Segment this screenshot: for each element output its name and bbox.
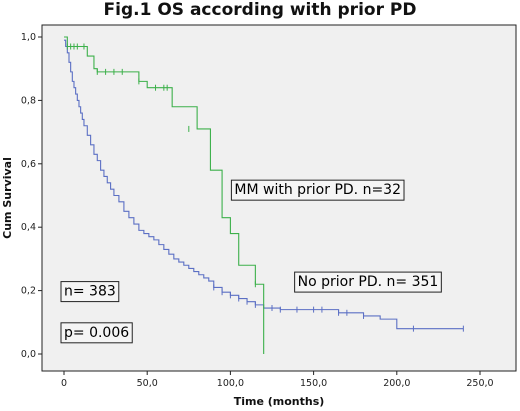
annotation-box: n= 383 [60,281,120,303]
annotation-frame [60,322,133,344]
annotation-box: MM with prior PD. n=32 [230,179,405,201]
x-axis-label: Time (months) [234,395,325,408]
annotation-frame [60,281,120,303]
annotation-box: p= 0.006 [60,322,133,344]
annotation-text: n= 383 [64,284,116,300]
chart-title: Fig.1 OS according with prior PD [103,0,417,20]
annotation-layer: MM with prior PD. n=32 No prior PD. n= 35… [60,179,442,344]
series-layer [64,36,464,354]
annotation-frame [294,271,442,293]
y-axis-label: Cum Survival [1,157,14,239]
x-tick-label: 100,0 [217,378,244,389]
annotation-text: No prior PD. n= 351 [298,274,439,290]
y-tick-label: 0,4 [21,222,36,233]
annotation-text: p= 0.006 [64,325,129,341]
y-tick-label: 0,2 [21,286,36,297]
annotation-text: MM with prior PD. n=32 [234,182,401,198]
x-tick-label: 0 [61,378,67,389]
survival-curve-prior_pd [64,36,265,354]
annotation-box: No prior PD. n= 351 [294,271,442,293]
y-tick-label: 1,0 [21,32,36,43]
y-tick-label: 0,0 [21,349,36,360]
x-tick-label: 150,0 [300,378,327,389]
annotation-frame [230,179,405,201]
x-tick-label: 250,0 [466,378,493,389]
x-tick-label: 200,0 [383,378,410,389]
x-tick-label: 50,0 [137,378,158,389]
y-tick-label: 0,6 [21,159,36,170]
y-tick-label: 0,8 [21,95,36,106]
